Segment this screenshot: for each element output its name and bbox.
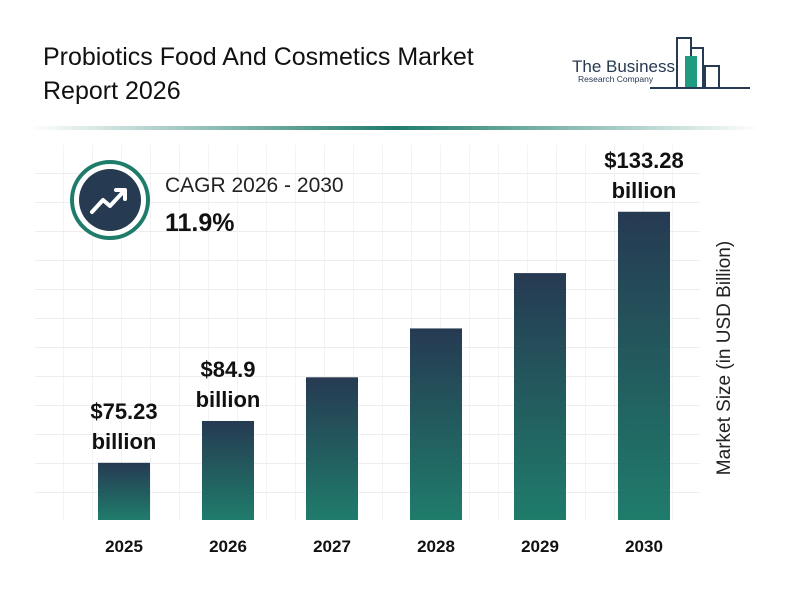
x-tick-label: 2027 [313,537,351,556]
y-axis-label: Market Size (in USD Billion) [714,241,735,475]
cagr-label: CAGR 2026 - 2030 [165,174,344,197]
x-tick-label: 2026 [209,537,247,556]
bar [306,377,358,520]
logo-subtext: Research Company [578,74,654,84]
chart-title: Probiotics Food And Cosmetics Market Rep… [43,43,474,105]
cagr-value: 11.9% [165,209,235,237]
bar [618,211,670,521]
bar [410,328,462,520]
bar [514,273,566,520]
x-tick-label: 2030 [625,537,663,556]
x-tick-label: 2028 [417,537,455,556]
value-label: $75.23 billion [90,398,158,454]
separator [30,126,760,130]
value-label: $133.28 billion [604,147,684,203]
bar [202,420,254,520]
logo: The Business Research Company [572,37,750,89]
x-tick-label: 2029 [521,537,559,556]
logo-text: The Business [572,57,675,76]
bar [98,462,150,520]
x-tick-label: 2025 [105,537,143,556]
value-label: $84.9 billion [195,356,261,412]
cagr-badge [70,160,150,240]
